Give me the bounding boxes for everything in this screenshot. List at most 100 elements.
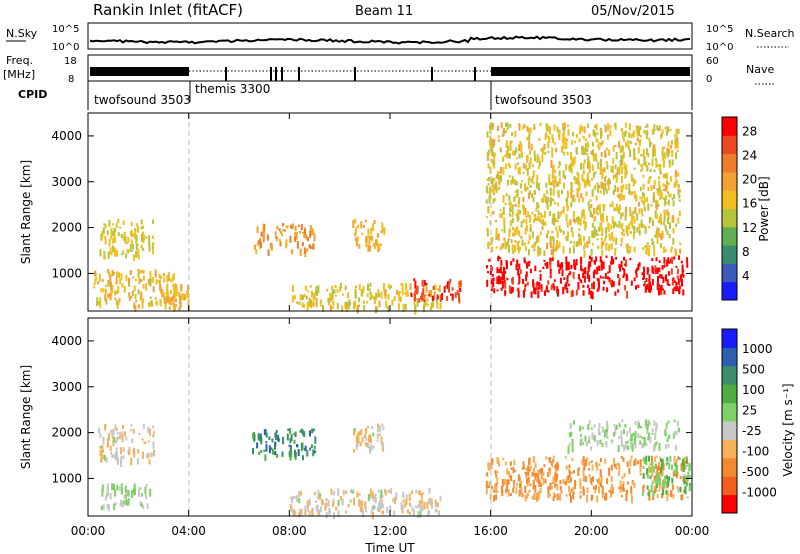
power-cell <box>615 237 618 245</box>
velocity-cell <box>99 433 102 438</box>
velocity-cell <box>111 436 114 439</box>
velocity-cell <box>286 433 289 441</box>
velocity-cell <box>377 489 380 493</box>
velocity-cell <box>99 445 102 449</box>
power-cell <box>645 133 648 140</box>
velocity-cell <box>258 451 261 455</box>
power-cell <box>552 179 554 186</box>
power-cell <box>387 306 390 313</box>
xtick-label: 12:00 <box>373 524 408 538</box>
power-cell <box>115 271 118 279</box>
power-cell <box>606 134 609 140</box>
power-cell <box>660 192 663 199</box>
power-cell <box>661 265 664 270</box>
velocity-cell <box>626 490 629 495</box>
velocity-cell <box>106 487 109 494</box>
power-cell <box>507 240 509 247</box>
power-cell <box>658 180 661 187</box>
velocity-cell <box>132 449 135 454</box>
velocity-cell <box>613 432 615 437</box>
nave-tick-bottom: 0 <box>706 74 712 85</box>
velocity-cell <box>299 429 302 433</box>
power-cell <box>506 122 509 130</box>
power-cell <box>590 290 593 299</box>
power-cell <box>489 270 492 275</box>
power-cell <box>667 141 670 147</box>
velocity-cell <box>683 476 686 485</box>
power-cell <box>643 196 646 203</box>
power-cell <box>654 268 657 273</box>
velocity-cell <box>311 507 314 516</box>
power-cell <box>278 238 281 242</box>
power-cell <box>663 152 666 160</box>
power-cell <box>555 226 558 231</box>
power-cell <box>681 278 683 287</box>
power-cell <box>527 128 530 133</box>
power-cell <box>622 151 625 159</box>
velocity-cell <box>315 500 318 503</box>
velocity-cell <box>643 436 646 444</box>
power-cell <box>620 260 623 268</box>
velocity-cell <box>661 481 664 487</box>
power-cell <box>612 145 615 152</box>
power-cell <box>670 176 673 182</box>
velocity-cell <box>631 444 634 452</box>
velocity-cell <box>554 465 557 469</box>
power-cell <box>588 274 591 282</box>
velocity-cell <box>372 432 375 437</box>
power-cell <box>379 243 382 247</box>
velocity-cell <box>106 438 109 446</box>
power-cell <box>100 288 103 293</box>
power-cell <box>369 296 372 301</box>
power-cell <box>426 298 429 302</box>
velocity-cell <box>152 452 155 457</box>
velocity-cell <box>683 461 686 468</box>
power-cell <box>584 180 586 188</box>
power-cell <box>559 214 562 217</box>
power-cell <box>570 204 573 208</box>
power-cell <box>647 180 650 185</box>
velocity-cell <box>281 451 284 457</box>
velocity-cell <box>308 510 311 517</box>
velocity-cell <box>653 475 656 481</box>
power-cell <box>629 231 632 234</box>
freq-tick-top: 18 <box>64 56 77 67</box>
power-cell <box>151 277 154 283</box>
power-cell <box>147 279 150 285</box>
velocity-cell <box>428 510 431 515</box>
velocity-cell <box>133 483 136 492</box>
power-cell <box>617 273 620 278</box>
power-cell <box>638 230 641 236</box>
velocity-cell <box>421 504 424 512</box>
velocity-cell <box>564 481 567 485</box>
power-cell <box>591 141 594 147</box>
power-cell <box>557 245 559 250</box>
velocity-cell <box>586 457 589 461</box>
power-cell <box>588 165 591 174</box>
power-cell <box>108 271 111 277</box>
power-cell <box>595 256 598 262</box>
power-cell <box>559 264 562 270</box>
power-cell <box>582 170 585 174</box>
power-cell <box>577 179 580 186</box>
power-cell <box>501 134 504 137</box>
velocity-cell <box>572 486 575 491</box>
freq-tick-bottom: 8 <box>68 74 74 85</box>
velocity-cell <box>537 476 540 484</box>
velocity-cell <box>124 499 127 506</box>
velocity-cell <box>548 471 551 476</box>
velocity-cell <box>115 440 118 444</box>
velocity-cell <box>535 479 538 482</box>
velocity-cell <box>662 463 665 471</box>
velocity-cell <box>145 494 147 500</box>
velocity-cell <box>665 460 668 464</box>
velocity-ytick-label: 1000 <box>51 471 82 485</box>
power-cell <box>523 208 525 215</box>
power-cell <box>353 301 355 310</box>
power-cell <box>119 278 122 285</box>
power-cell <box>581 210 584 219</box>
velocity-cell <box>111 432 114 437</box>
power-cell <box>489 127 492 134</box>
power-cell <box>561 209 564 213</box>
